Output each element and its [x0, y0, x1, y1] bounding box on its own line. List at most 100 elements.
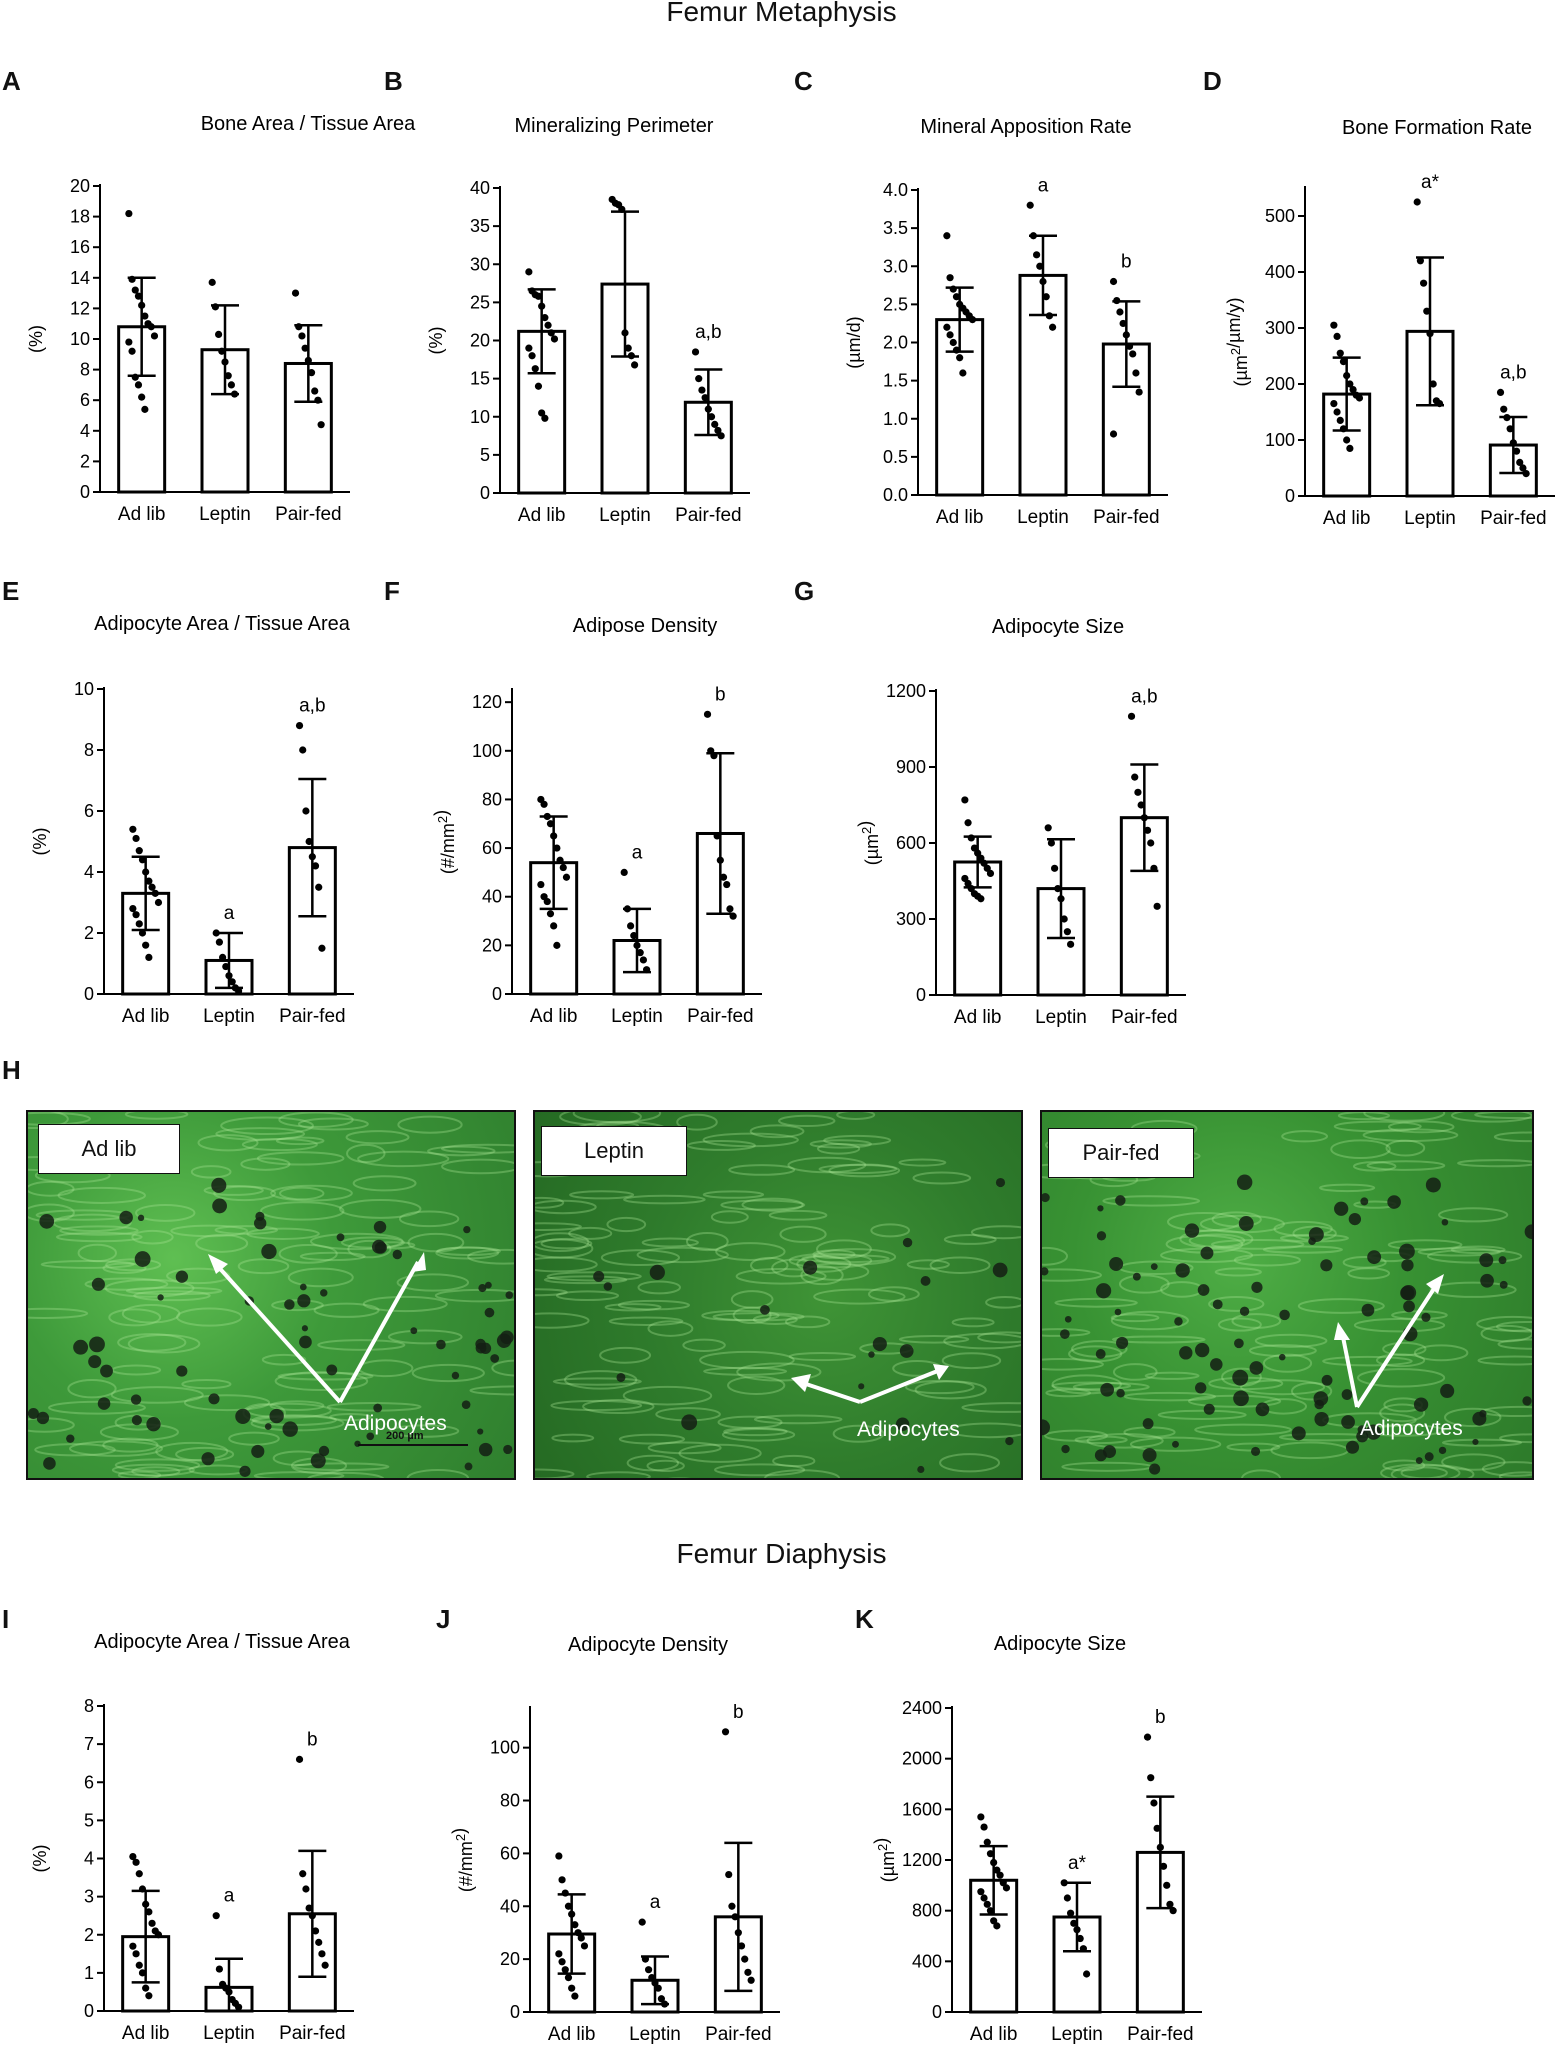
data-point	[308, 1912, 316, 1920]
data-point	[546, 910, 555, 918]
panel-letter-E: E	[2, 576, 20, 606]
tissue-fiber	[55, 1231, 143, 1243]
adipocyte	[1472, 1438, 1479, 1446]
tissue-fiber	[720, 1199, 806, 1211]
tissue-fiber	[1297, 1298, 1385, 1314]
tissue-fiber	[906, 1259, 950, 1270]
tissue-fiber	[269, 1400, 325, 1411]
data-point	[636, 949, 644, 957]
tissue-fiber	[715, 1242, 786, 1262]
tissue-fiber	[260, 1201, 345, 1221]
adipocyte	[451, 1371, 460, 1380]
y-tick-label: 2400	[902, 1698, 942, 1718]
y-tick-label: 25	[470, 292, 490, 312]
adipocyte	[1479, 1410, 1487, 1418]
tissue-fiber	[133, 1290, 211, 1302]
tissue-fiber	[914, 1380, 987, 1400]
data-point	[568, 1910, 576, 1918]
adipocyte	[478, 1442, 493, 1457]
x-tick-label: Pair-fed	[1093, 507, 1160, 528]
data-point	[129, 1942, 137, 1950]
tissue-fiber	[686, 1140, 756, 1151]
data-point	[555, 1950, 563, 1958]
adipocyte	[484, 1307, 495, 1318]
data-point	[1349, 386, 1357, 394]
data-point	[141, 312, 149, 320]
chart-title: Adipose Density	[573, 615, 718, 637]
tissue-fiber	[764, 1469, 841, 1478]
adipocyte	[310, 1453, 326, 1469]
tissue-fiber	[703, 1366, 788, 1376]
data-point	[621, 329, 629, 337]
data-point	[1045, 312, 1053, 320]
data-point	[125, 209, 133, 218]
adipocyte	[1195, 1342, 1210, 1358]
adipocyte	[902, 1237, 913, 1248]
adipocyte	[681, 1414, 698, 1431]
tissue-fiber	[1481, 1461, 1532, 1477]
tissue-fiber	[1390, 1464, 1475, 1478]
adipocyte	[1116, 1336, 1129, 1349]
data-point	[1042, 293, 1050, 301]
data-point	[145, 877, 153, 885]
data-point	[295, 323, 303, 331]
tissue-fiber	[678, 1443, 762, 1463]
chart-title: Adipocyte Size	[994, 1633, 1126, 1655]
tissue-fiber	[941, 1352, 1002, 1370]
tissue-fiber	[275, 1136, 325, 1146]
tissue-fiber	[1400, 1466, 1448, 1478]
data-point	[744, 1968, 752, 1976]
y-tick-label: 8	[84, 740, 94, 760]
adipocyte	[1400, 1285, 1417, 1301]
tissue-fiber	[183, 1394, 271, 1412]
tissue-fiber	[387, 1329, 463, 1345]
adipocyte	[1367, 1250, 1382, 1265]
tissue-fiber	[1045, 1388, 1092, 1398]
tissue-fiber	[155, 1441, 229, 1462]
tissue-fiber	[345, 1130, 410, 1145]
x-tick-label: Leptin	[1404, 508, 1456, 529]
data-point	[1330, 321, 1338, 329]
data-point	[630, 932, 638, 940]
data-point	[990, 1858, 998, 1867]
tissue-fiber	[1233, 1253, 1301, 1267]
data-point	[716, 856, 724, 864]
tissue-fiber	[427, 1145, 496, 1157]
adipocyte	[131, 1415, 142, 1426]
adipocyte	[1308, 1237, 1316, 1246]
tissue-fiber	[77, 1243, 118, 1263]
data-point	[1143, 826, 1152, 834]
tissue-fiber	[1240, 1469, 1282, 1478]
tissue-fiber	[1429, 1281, 1517, 1298]
tissue-fiber	[1157, 1409, 1247, 1420]
y-tick-label: 3	[84, 1887, 94, 1907]
data-point	[543, 812, 551, 821]
tissue-fiber	[1042, 1268, 1102, 1282]
tissue-fiber	[867, 1286, 920, 1302]
data-point	[737, 1942, 746, 1950]
tissue-fiber	[261, 1353, 307, 1366]
tissue-fiber	[701, 1309, 780, 1322]
y-tick-label: 80	[500, 1791, 520, 1811]
tissue-fiber	[398, 1210, 460, 1228]
tissue-fiber	[28, 1180, 75, 1197]
y-tick-label: 120	[472, 692, 502, 712]
y-tick-label: 6	[84, 1772, 94, 1792]
x-tick-label: Ad lib	[518, 505, 566, 526]
tissue-fiber	[1474, 1112, 1532, 1120]
adipocyte	[475, 1338, 486, 1350]
data-point	[1039, 277, 1047, 286]
adipocyte	[461, 1400, 471, 1409]
tissue-fiber	[543, 1275, 628, 1285]
y-tick-label: 600	[896, 833, 926, 853]
tissue-fiber	[28, 1307, 89, 1319]
tissue-fiber	[135, 1204, 196, 1222]
tissue-fiber	[730, 1290, 774, 1309]
tissue-fiber	[898, 1334, 970, 1344]
adipocyte	[146, 1416, 161, 1432]
data-point	[291, 289, 300, 297]
y-tick-label: 2	[80, 451, 90, 471]
tissue-fiber	[1262, 1353, 1313, 1373]
data-point	[704, 405, 712, 413]
